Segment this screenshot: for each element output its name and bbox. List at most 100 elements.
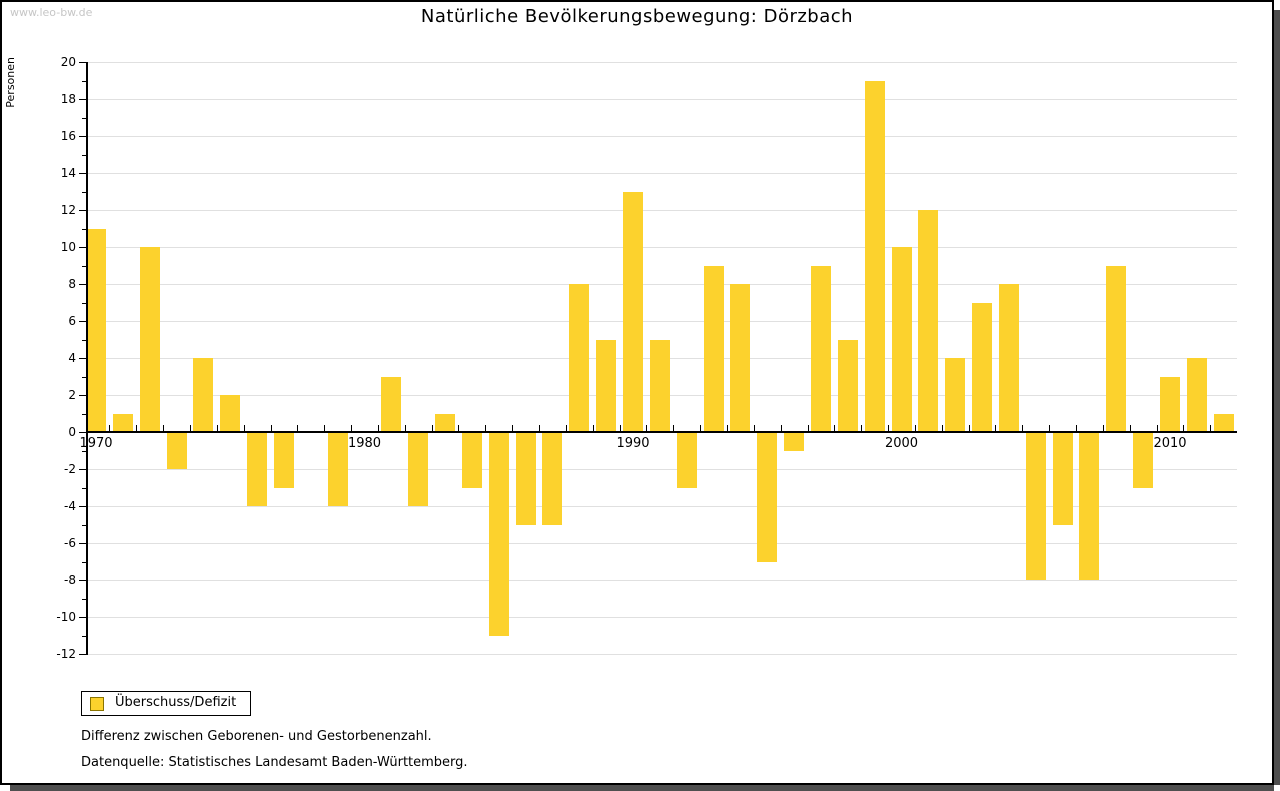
x-tick-11 [377, 425, 379, 431]
bar-1982 [408, 432, 429, 506]
x-tick-22 [673, 425, 675, 431]
bar-2003 [972, 302, 993, 432]
bar-1975 [220, 395, 241, 432]
x-tick-30 [888, 425, 890, 431]
footnote-source: Datenquelle: Statistisches Landesamt Bad… [81, 755, 468, 770]
bar-1994 [730, 284, 751, 432]
gridline-y-6 [86, 321, 1237, 322]
y-tick-label-12: 12 [60, 203, 76, 217]
y-tick--7 [82, 561, 86, 563]
x-tick-28 [834, 425, 836, 431]
y-tick-2 [79, 395, 86, 396]
x-tick-15 [485, 425, 487, 431]
y-tick--10 [79, 617, 86, 618]
x-tick-37 [1076, 425, 1078, 431]
bar-2001 [918, 210, 939, 432]
x-tick-label-2010: 2010 [1153, 436, 1187, 451]
bar-1979 [327, 432, 348, 506]
y-tick--2 [79, 469, 86, 470]
y-tick-9 [82, 265, 86, 267]
x-tick-33 [968, 425, 970, 431]
x-tick-label-1980: 1980 [347, 436, 382, 451]
legend: Überschuss/Defizit [81, 691, 251, 716]
bar-2012 [1213, 413, 1234, 432]
y-tick--12 [79, 654, 86, 655]
bar-2010 [1160, 376, 1180, 432]
y-tick-1 [82, 413, 86, 415]
x-tick-25 [753, 425, 755, 431]
bar-2009 [1133, 432, 1154, 488]
x-tick-40 [1156, 425, 1158, 431]
x-tick-3 [163, 425, 165, 431]
gridline-y-14 [86, 173, 1237, 174]
y-tick-15 [82, 154, 86, 156]
x-tick-7 [270, 425, 272, 431]
bar-1981 [381, 376, 402, 432]
gridline-y--10 [86, 617, 1237, 618]
y-axis-title: Personen [4, 57, 17, 108]
bar-2007 [1079, 432, 1100, 580]
x-tick-41 [1183, 425, 1185, 431]
bar-1988 [569, 284, 590, 432]
bar-1998 [837, 339, 858, 432]
y-tick-label--6: -6 [64, 536, 76, 550]
y-tick--9 [82, 598, 86, 600]
y-tick-7 [82, 302, 86, 304]
bar-1986 [515, 432, 536, 525]
x-tick-23 [700, 425, 702, 431]
y-tick-16 [79, 136, 86, 137]
x-tick-13 [431, 425, 433, 431]
y-tick-label-16: 16 [60, 129, 76, 143]
y-tick--4 [79, 506, 86, 507]
x-tick-6 [243, 425, 245, 431]
bar-2006 [1052, 432, 1073, 525]
bar-2000 [891, 247, 912, 432]
y-tick-label--12: -12 [56, 647, 76, 661]
gridline-y-8 [86, 284, 1237, 285]
x-tick-8 [297, 425, 299, 431]
bar-2011 [1186, 358, 1207, 432]
bar-1973 [166, 432, 187, 469]
bar-2008 [1106, 265, 1127, 432]
y-tick-label-8: 8 [68, 277, 76, 291]
y-tick--8 [79, 580, 86, 581]
y-tick-5 [82, 339, 86, 341]
y-tick-17 [82, 117, 86, 119]
bar-1997 [810, 265, 831, 432]
gridline-y--2 [86, 469, 1237, 470]
x-tick-29 [861, 425, 863, 431]
y-tick--1 [82, 450, 86, 452]
gridline-y--8 [86, 580, 1237, 581]
bar-1996 [784, 432, 805, 451]
x-tick-26 [780, 425, 782, 431]
plot-area: -12 -10 -8 -6 -4 -2 0 2 4 6 8 10 12 14 16 18 20 1970 1980 1… [56, 55, 1237, 661]
y-tick-6 [79, 321, 86, 322]
y-tick--3 [82, 487, 86, 489]
x-tick-27 [807, 425, 809, 431]
x-tick-10 [351, 425, 353, 431]
x-axis-line [86, 431, 1237, 433]
x-tick-31 [914, 425, 916, 431]
y-tick-label-0: 0 [68, 425, 76, 439]
y-tick-label--2: -2 [64, 462, 76, 476]
gridline-y--12 [86, 654, 1237, 655]
y-tick-label-6: 6 [68, 314, 76, 328]
x-tick-18 [565, 425, 567, 431]
x-tick-16 [512, 425, 514, 431]
x-tick-19 [592, 425, 594, 431]
bar-1985 [488, 432, 509, 636]
y-tick-13 [82, 191, 86, 193]
bar-1972 [139, 247, 160, 432]
x-tick-label-1970: 1970 [79, 436, 113, 451]
x-tick-35 [1022, 425, 1024, 431]
bar-1971 [112, 413, 133, 432]
x-tick-2 [136, 425, 138, 431]
y-tick-0 [79, 432, 86, 433]
gridline-y-16 [86, 136, 1237, 137]
frame-shadow-bottom [10, 785, 1274, 791]
bar-1995 [757, 432, 778, 562]
y-tick-11 [82, 228, 86, 230]
x-tick-label-2000: 2000 [884, 436, 919, 451]
bar-1993 [703, 265, 724, 432]
